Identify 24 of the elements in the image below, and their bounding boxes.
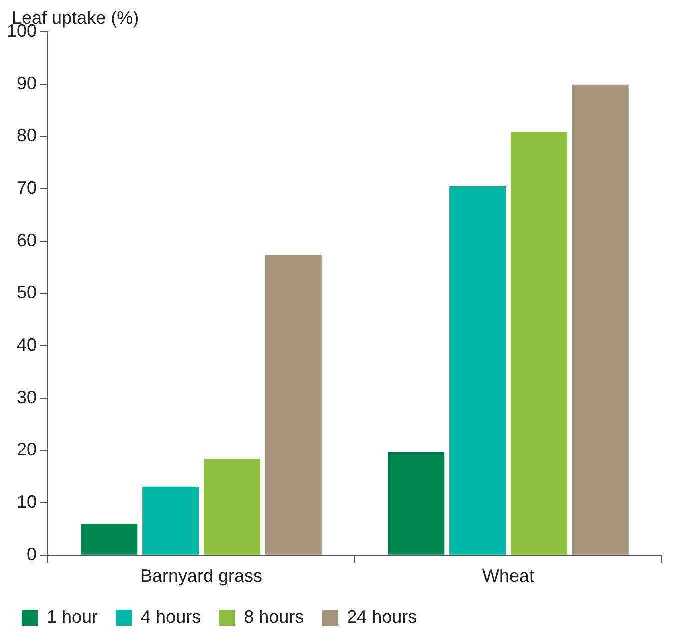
y-tick-label: 70 xyxy=(17,178,38,198)
bar xyxy=(81,524,138,555)
y-tick-label: 10 xyxy=(17,492,38,512)
legend-label: 8 hours xyxy=(244,606,304,627)
y-tick-label: 80 xyxy=(17,126,38,146)
bar xyxy=(265,254,322,555)
y-tick-label: 50 xyxy=(17,282,38,303)
y-tick-label: 60 xyxy=(17,230,38,250)
bar xyxy=(142,486,200,555)
x-tick-label: Barnyard grass xyxy=(140,566,263,586)
x-tick-label: Wheat xyxy=(482,566,535,586)
bar xyxy=(450,186,506,555)
y-tick-label: 30 xyxy=(17,387,38,408)
legend-label: 24 hours xyxy=(347,606,418,627)
bar xyxy=(572,84,629,555)
y-tick-label: 20 xyxy=(17,440,38,460)
legend-label: 1 hour xyxy=(47,606,98,627)
bar xyxy=(510,132,568,555)
y-tick-label: 90 xyxy=(17,73,38,94)
legend-label: 4 hours xyxy=(141,606,202,627)
y-tick-label: 40 xyxy=(17,335,38,356)
bar xyxy=(204,459,260,555)
y-tick-label: 0 xyxy=(27,544,38,564)
bar xyxy=(388,452,445,555)
